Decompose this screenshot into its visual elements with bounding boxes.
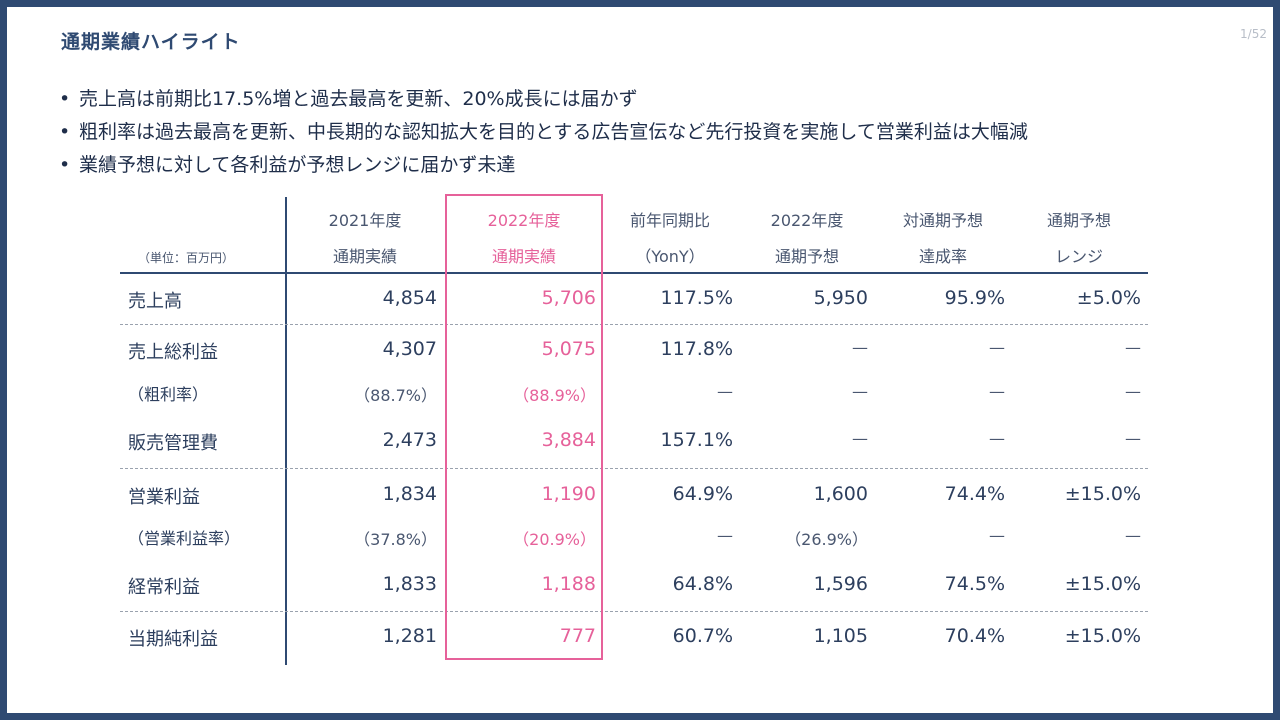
table-cell: 1,188 [541,573,596,595]
table-cell: — [1125,382,1141,401]
bullet-item: 業績予想に対して各利益が予想レンジに届かず未達 [59,149,1028,182]
table-cell: 2,473 [382,429,437,451]
row-label: 販売管理費 [128,433,218,454]
table-cell: — [989,429,1005,448]
row-label: 売上総利益 [128,342,218,363]
row-separator [120,611,1148,612]
table-cell: （20.9%） [513,530,596,549]
column-header: 通期予想 [1046,211,1112,230]
table-cell: 117.8% [660,338,733,360]
table-cell: — [989,338,1005,357]
table-cell: 3,884 [541,429,596,451]
bullet-item: 売上高は前期比17.5%増と過去最高を更新、20%成長には届かず [59,83,1028,116]
column-header: 前年同期比 [629,211,711,230]
current-year-highlight [445,194,603,660]
table-cell: 5,075 [541,338,596,360]
column-header: 通期実績 [491,247,557,266]
table-cell: 1,596 [813,573,868,595]
table-cell: — [852,382,868,401]
column-header: （YonY） [635,247,705,266]
column-header: 2022年度 [770,211,844,230]
table-cell: — [989,526,1005,545]
table-cell: ±15.0% [1064,483,1141,505]
row-separator [120,468,1148,469]
table-cell: — [717,526,733,545]
table-cell: — [989,382,1005,401]
slide-title: 通期業績ハイライト [61,31,241,53]
column-header: レンジ [1054,247,1104,266]
row-label: 営業利益 [128,487,200,508]
table-cell: 4,307 [382,338,437,360]
row-separator [120,324,1148,325]
table-cell: （37.8%） [354,530,437,549]
table-cell: 1,600 [813,483,868,505]
header-rule [120,272,1148,274]
table-cell: 74.4% [944,483,1005,505]
table-cell: ±5.0% [1076,287,1141,309]
table-cell: — [852,338,868,357]
table-cell: 1,281 [382,625,437,647]
column-header: 2022年度 [487,211,561,230]
column-header: 通期予想 [774,247,840,266]
results-table: （単位：百万円） 2021年度 通期実績 2022年度 通期実績 前年同期比 （YonY）… [120,194,1148,667]
table-cell: 1,833 [382,573,437,595]
table-cell: 64.9% [672,483,733,505]
page-number: 1/52 [1240,27,1267,41]
row-label: 経常利益 [128,577,200,598]
table-cell: 1,105 [813,625,868,647]
table-cell: （88.7%） [354,386,437,405]
table-cell: 117.5% [660,287,733,309]
column-header: 2021年度 [328,211,402,230]
table-cell: （26.9%） [785,530,868,549]
table-cell: 4,854 [382,287,437,309]
table-cell: （88.9%） [513,386,596,405]
table-cell: 64.8% [672,573,733,595]
table-cell: 60.7% [672,625,733,647]
column-header: 対通期予想 [902,211,984,230]
table-cell: 777 [559,625,596,647]
column-header: 達成率 [918,247,968,266]
table-cell: — [717,382,733,401]
table-cell: — [852,429,868,448]
row-label: 当期純利益 [128,629,218,650]
table-cell: 95.9% [944,287,1005,309]
table-cell: 157.1% [660,429,733,451]
table-cell: 1,190 [541,483,596,505]
table-divider [285,197,287,665]
table-cell: 5,706 [541,287,596,309]
highlight-bullets: 売上高は前期比17.5%増と過去最高を更新、20%成長には届かず 粗利率は過去最… [59,83,1028,182]
bullet-item: 粗利率は過去最高を更新、中長期的な認知拡大を目的とする広告宣伝など先行投資を実施… [59,116,1028,149]
table-cell: 74.5% [944,573,1005,595]
table-cell: 5,950 [813,287,868,309]
unit-label: （単位：百万円） [138,251,235,265]
table-cell: 70.4% [944,625,1005,647]
table-cell: ±15.0% [1064,573,1141,595]
table-cell: ±15.0% [1064,625,1141,647]
table-cell: — [1125,526,1141,545]
column-header: 通期実績 [332,247,398,266]
table-cell: 1,834 [382,483,437,505]
table-cell: — [1125,429,1141,448]
row-label: 売上高 [128,291,182,312]
row-label: （粗利率） [128,385,209,404]
table-cell: — [1125,338,1141,357]
row-label: （営業利益率） [128,529,241,548]
